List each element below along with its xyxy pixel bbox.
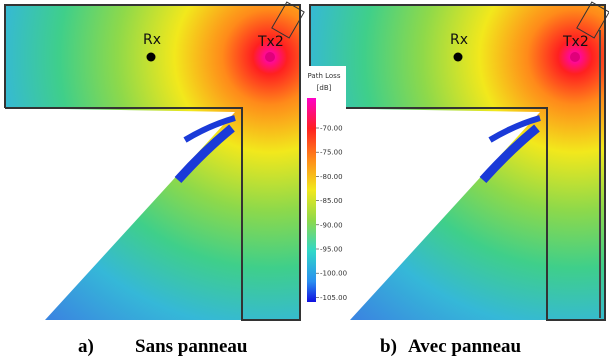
colorbar-tick-label: -70.00	[320, 125, 343, 133]
colorbar-tick-label: -100.00	[320, 270, 347, 278]
caption-letter: a)	[78, 336, 94, 357]
heatmap-a	[4, 1, 305, 321]
colorbar-tick-label: -75.00	[320, 149, 343, 157]
colorbar-tick-label: -80.00	[320, 173, 343, 181]
rx-label: Rx	[143, 32, 161, 48]
caption: Sans panneau	[135, 336, 248, 357]
rx-label: Rx	[450, 32, 468, 48]
caption: Avec panneau	[408, 336, 522, 357]
colorbar-tick-label: -90.00	[320, 221, 343, 229]
colorbar: Path Loss [dB] -70.00 -75.00 -80.00 -85.00 -…	[302, 66, 347, 322]
colorbar-tick-label: -95.00	[320, 246, 343, 254]
colorbar-title: Path Loss	[308, 72, 341, 80]
tx-label: Tx2	[257, 34, 284, 50]
caption-letter: b)	[380, 336, 397, 357]
colorbar-tick-label: -85.00	[320, 197, 343, 205]
colorbar-tick-label: -105.00	[320, 294, 347, 302]
tx-label: Tx2	[562, 34, 589, 50]
heatmap-b	[309, 1, 609, 321]
colorbar-unit: [dB]	[317, 84, 332, 92]
